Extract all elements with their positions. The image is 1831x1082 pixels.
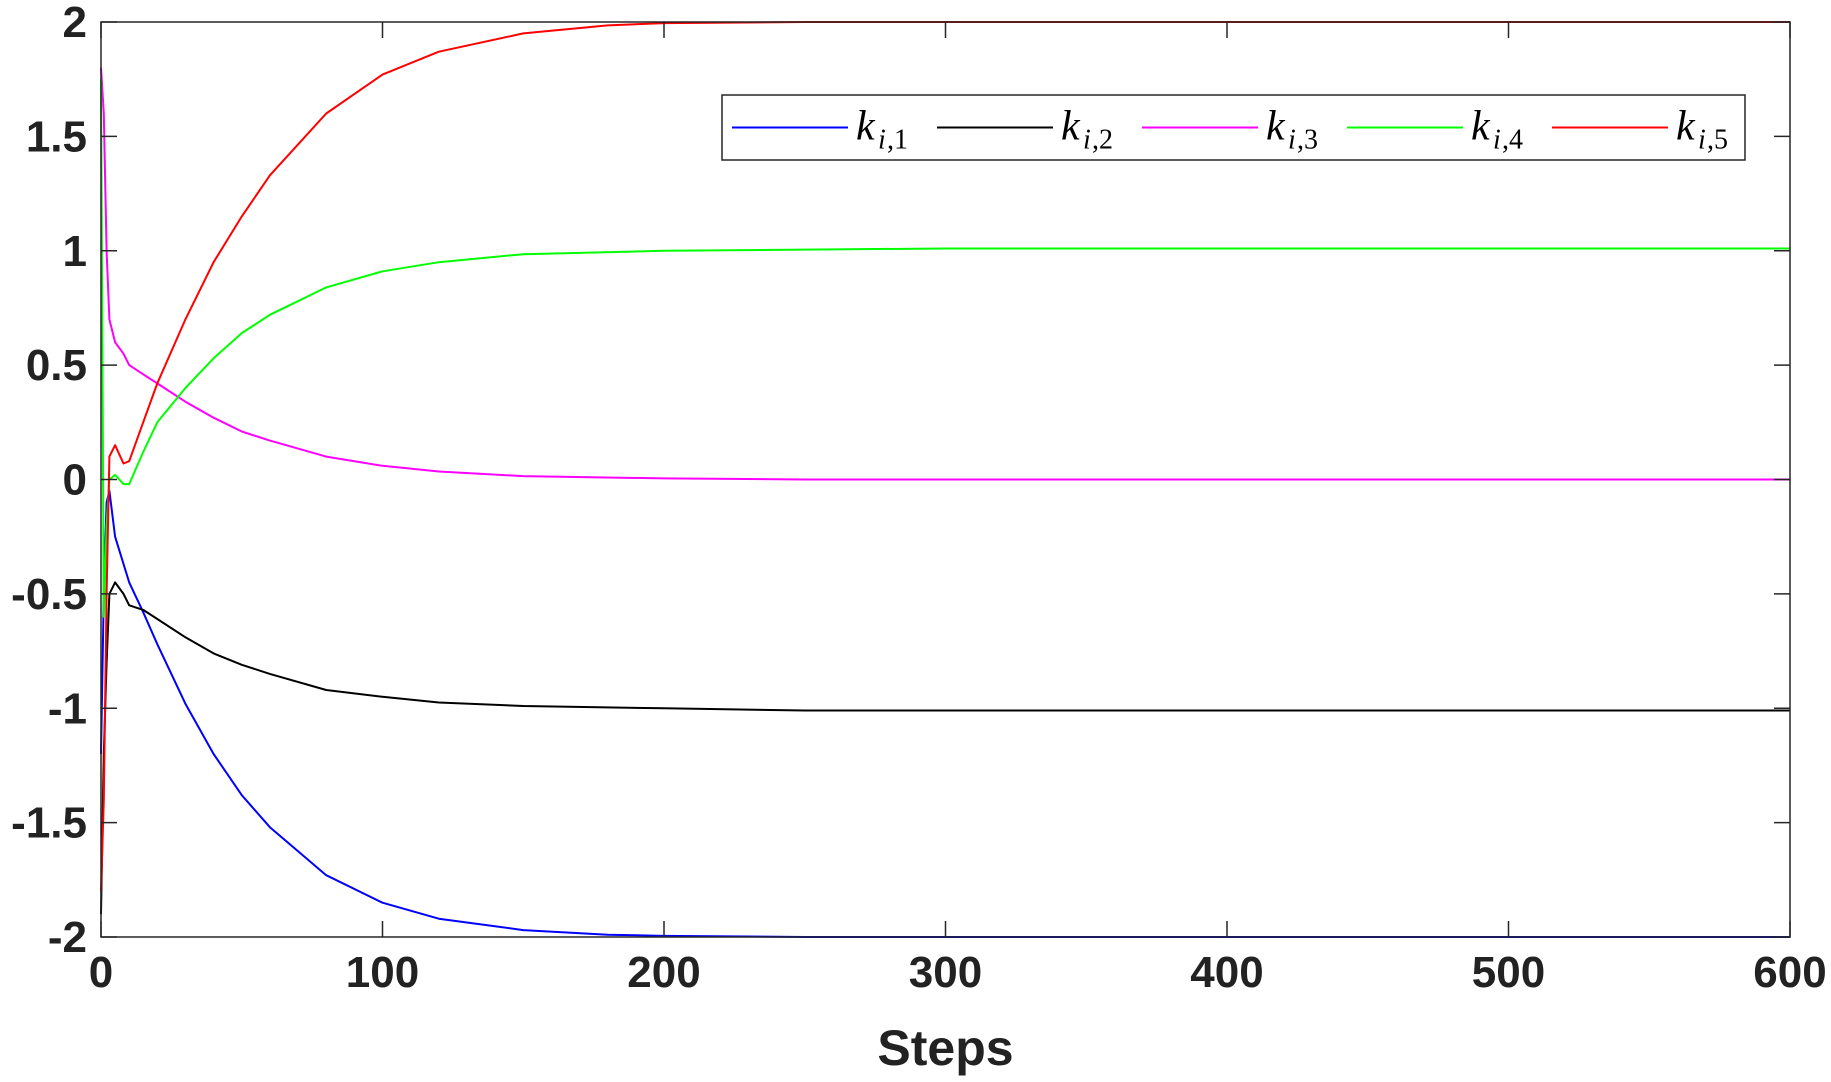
- legend-label-base: k: [1266, 104, 1286, 150]
- legend: k i ,1 k i ,2 k i ,3 k i ,4 k i ,5: [721, 94, 1746, 161]
- y-tick-label: -2: [48, 913, 87, 962]
- x-tick-label: 200: [627, 948, 700, 997]
- legend-label-base: k: [856, 104, 876, 150]
- y-tick-label: 2: [63, 0, 87, 47]
- legend-label-base: k: [1471, 104, 1491, 150]
- x-axis-label: Steps: [877, 1020, 1013, 1076]
- y-tick-label: 1.5: [26, 112, 87, 161]
- legend-label-sub-rest: ,4: [1502, 125, 1523, 156]
- legend-entry-4: k i ,4: [1347, 104, 1523, 156]
- legend-label-sub-rest: ,3: [1297, 125, 1318, 156]
- y-tick-label: 1: [63, 227, 87, 276]
- series-line-4: [100, 79, 1790, 618]
- axes: [100, 21, 1791, 938]
- legend-entry-1: k i ,1: [732, 104, 908, 156]
- x-tick-label: 500: [1472, 948, 1545, 997]
- legend-label-sub-index: i: [878, 125, 886, 156]
- legend-label-sub-index: i: [1698, 125, 1706, 156]
- legend-label-sub-rest: ,5: [1707, 125, 1728, 156]
- legend-entry-5: k i ,5: [1552, 104, 1728, 156]
- legend-label-base: k: [1061, 104, 1081, 150]
- legend-label-sub-rest: ,2: [1092, 125, 1113, 156]
- x-tick-label: 300: [909, 948, 982, 997]
- y-tick-label: -0.5: [11, 570, 87, 619]
- legend-label-sub-index: i: [1288, 125, 1296, 156]
- legend-label-base: k: [1676, 104, 1696, 150]
- tick-labels: 0 100 200 300 400 500 600 -2 -1.5 -1 -0.5 0 0.5 1 1.5 2: [11, 0, 1827, 997]
- x-tick-label: 600: [1753, 948, 1826, 997]
- x-tick-label: 400: [1190, 948, 1263, 997]
- x-tick-label: 100: [346, 948, 419, 997]
- series-line-2: [100, 581, 1790, 915]
- legend-label-sub-index: i: [1493, 125, 1501, 156]
- y-tick-label: -1.5: [11, 799, 87, 848]
- legend-entry-2: k i ,2: [937, 104, 1113, 156]
- y-tick-label: 0.5: [26, 341, 87, 390]
- x-tick-label: 0: [89, 948, 113, 997]
- legend-label-sub-index: i: [1083, 125, 1091, 156]
- series-line-3: [100, 67, 1790, 481]
- y-tick-label: 0: [63, 456, 87, 505]
- legend-entry-3: k i ,3: [1142, 104, 1318, 156]
- y-tick-label: -1: [48, 684, 87, 733]
- legend-label-sub-rest: ,1: [887, 125, 908, 156]
